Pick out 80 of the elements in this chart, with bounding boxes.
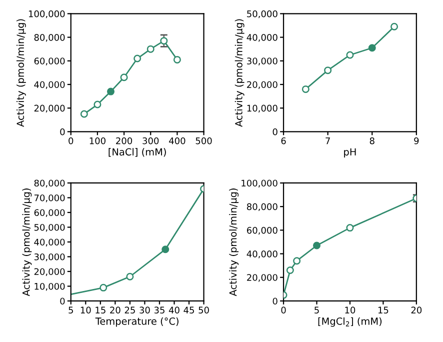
x-tick-label: 20 xyxy=(411,306,422,314)
x-tick-label: 8 xyxy=(370,137,374,144)
point xyxy=(146,45,154,53)
y-axis-title: Activity (pmol/min/μg) xyxy=(16,19,26,127)
y-tick-label: 80,000 xyxy=(34,34,65,42)
x-tick-label: 35 xyxy=(154,306,164,314)
y-axis-title: Activity (pmol/min/μg) xyxy=(234,19,244,127)
y-tick-label: 0 xyxy=(272,298,278,305)
point xyxy=(346,51,354,59)
y-tick-label: 0 xyxy=(60,298,65,305)
y-axis-title: Activity (pmol/min/μg) xyxy=(229,188,239,296)
y-tick-label: 10,000 xyxy=(247,104,278,113)
point xyxy=(94,100,102,108)
point xyxy=(160,37,168,45)
x-tick-label: 30 xyxy=(140,306,150,314)
y-tick-label: 60,000 xyxy=(34,209,65,217)
y-tick-label: 30,000 xyxy=(34,253,65,262)
y-axis-title: Activity (pmol/min/μg) xyxy=(22,188,32,296)
y-tick-label: 0 xyxy=(60,128,65,136)
x-tick-label: 10 xyxy=(80,306,91,314)
x-tick-label: 45 xyxy=(184,306,194,314)
x-tick-label: 15 xyxy=(96,306,106,314)
point xyxy=(302,85,310,93)
y-tick-label: 40,000 xyxy=(34,81,65,89)
y-tick-label: 40,000 xyxy=(246,250,278,258)
point xyxy=(173,56,181,64)
x-tick-label: 50 xyxy=(198,306,209,314)
point xyxy=(368,44,376,52)
point xyxy=(286,266,294,274)
y-tick-label: 50,000 xyxy=(247,10,278,18)
y-tick-label: 20,000 xyxy=(247,81,278,89)
y-tick-label: 20,000 xyxy=(34,104,65,113)
x-tick-label: 40 xyxy=(168,306,180,314)
x-tick-label: 9 xyxy=(414,137,419,144)
y-tick-label: 80,000 xyxy=(34,180,65,188)
x-tick-label: 500 xyxy=(196,137,212,144)
point xyxy=(293,257,301,265)
y-tick-label: 10,000 xyxy=(34,282,65,291)
x-tick-label: 200 xyxy=(116,137,132,144)
point xyxy=(100,284,108,292)
point xyxy=(134,54,142,62)
y-tick-label: 20,000 xyxy=(34,268,65,276)
x-tick-label: 15 xyxy=(378,306,388,314)
x-tick-label: 0 xyxy=(68,137,74,144)
x-axis-title: [MgCl$_{2}$] (mM) xyxy=(318,317,382,327)
x-tick-label: 7 xyxy=(326,138,330,144)
y-tick-label: 40,000 xyxy=(34,238,65,246)
x-axis-title: Temperature (°C) xyxy=(95,317,178,327)
y-tick-label: 40,000 xyxy=(246,34,278,42)
point xyxy=(312,242,320,250)
x-tick-label: 400 xyxy=(169,137,186,144)
x-tick-label: 0 xyxy=(281,306,286,314)
point xyxy=(346,224,354,232)
point xyxy=(107,88,114,96)
y-tick-label: 60,000 xyxy=(247,226,278,235)
point xyxy=(120,74,128,82)
point xyxy=(390,22,398,30)
x-tick-label: 5 xyxy=(68,306,73,314)
y-tick-label: 0 xyxy=(272,128,278,136)
x-tick-label: 10 xyxy=(345,306,356,314)
y-tick-label: 100,000 xyxy=(28,10,65,18)
point xyxy=(126,272,134,280)
y-tick-label: 60,000 xyxy=(34,58,65,66)
y-tick-label: 20,000 xyxy=(247,274,278,282)
y-tick-label: 70,000 xyxy=(34,194,65,202)
y-tick-label: 50,000 xyxy=(34,224,65,232)
y-tick-label: 80,000 xyxy=(246,203,278,212)
point xyxy=(80,110,88,118)
x-axis-title: pH xyxy=(344,148,356,158)
x-tick-label: 20 xyxy=(110,306,120,314)
y-tick-label: 100,000 xyxy=(242,180,278,188)
x-tick-label: 5 xyxy=(314,306,319,314)
x-tick-label: 300 xyxy=(142,137,159,144)
x-axis-title: [NaCl] (mM) xyxy=(108,148,166,157)
point xyxy=(324,66,332,74)
x-tick-label: 6 xyxy=(281,137,286,144)
x-tick-label: 100 xyxy=(90,137,106,144)
x-tick-label: 25 xyxy=(124,306,135,314)
y-tick-label: 30,000 xyxy=(247,58,278,66)
point xyxy=(162,246,170,254)
